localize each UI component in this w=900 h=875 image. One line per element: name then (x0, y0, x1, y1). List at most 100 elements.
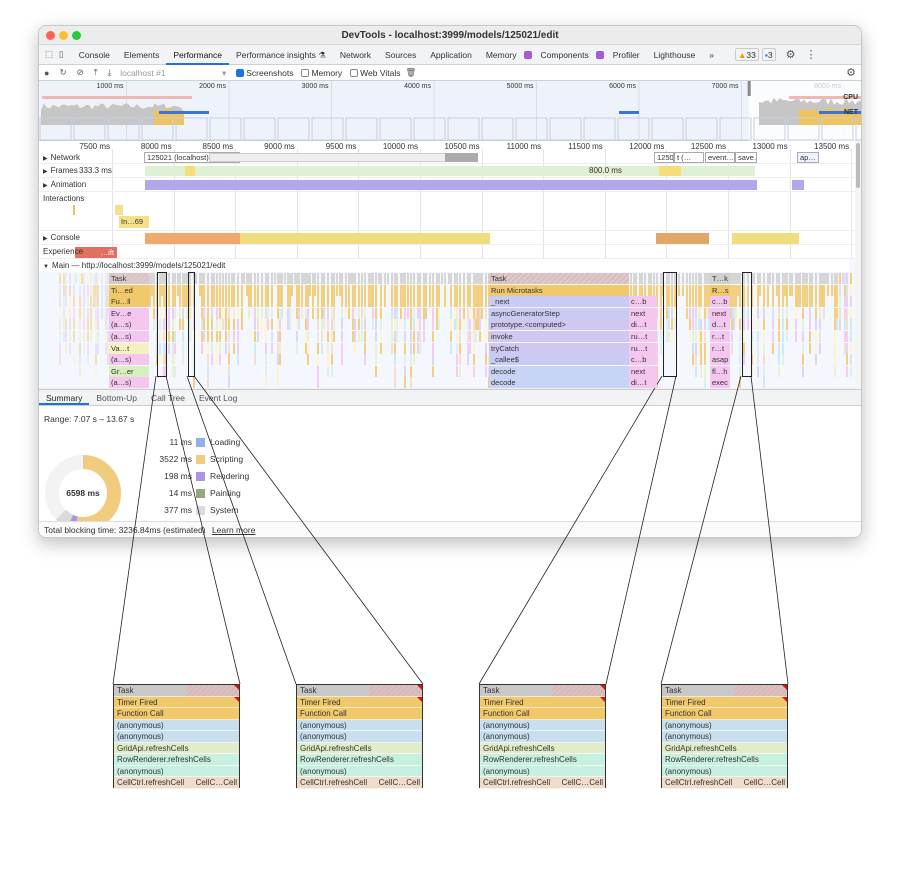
flame-slice[interactable] (692, 342, 694, 354)
flame-slice[interactable] (695, 307, 697, 319)
flame-slice[interactable] (739, 342, 741, 354)
flame-slice[interactable] (757, 331, 759, 342)
flame-slice[interactable] (79, 307, 81, 319)
flame-slice[interactable] (97, 319, 99, 331)
flame-slice[interactable] (216, 284, 218, 296)
flame-slice[interactable] (65, 331, 67, 342)
flame-slice[interactable] (751, 319, 753, 331)
flame-slice[interactable] (333, 307, 335, 319)
screenshot-thumbnail[interactable] (277, 117, 310, 141)
flame-slice[interactable] (751, 273, 753, 284)
flame-slice[interactable] (827, 273, 829, 284)
flame-slice[interactable] (101, 307, 103, 319)
flame-slice[interactable] (778, 296, 780, 308)
memory-checkbox[interactable]: Memory (301, 68, 342, 78)
flame-slice[interactable] (666, 331, 668, 342)
flame-slice[interactable] (834, 331, 836, 342)
flame-slice[interactable] (630, 273, 632, 284)
layout-shift-bar[interactable]: …ift (75, 247, 117, 258)
flame-slice[interactable] (211, 284, 213, 296)
flame-slice[interactable] (784, 273, 786, 284)
flame-slice[interactable] (163, 273, 165, 284)
flame-slice[interactable] (776, 273, 778, 284)
flame-slice[interactable] (782, 307, 784, 319)
flame-slice[interactable] (739, 354, 741, 366)
flame-slice[interactable] (772, 284, 774, 296)
flame-slice[interactable] (289, 296, 291, 308)
flame-slice[interactable] (211, 296, 213, 308)
flame-slice[interactable] (778, 284, 780, 296)
tab-application[interactable]: Application (430, 49, 472, 60)
flame-slice[interactable] (172, 284, 174, 296)
flame-slice[interactable] (257, 319, 259, 331)
dropped-frame[interactable] (659, 166, 681, 176)
flame-slice[interactable] (757, 307, 759, 319)
flame-slice[interactable] (59, 331, 61, 342)
flame-slice[interactable] (786, 284, 788, 296)
flame-slice[interactable] (163, 342, 165, 354)
flame-slice[interactable] (778, 307, 780, 319)
flame-slice[interactable] (733, 284, 735, 296)
flame-slice[interactable] (674, 296, 676, 308)
flame-slice[interactable] (168, 273, 170, 284)
console-time-bar[interactable] (145, 233, 240, 244)
flame-slice[interactable] (674, 307, 676, 319)
flame-slice[interactable] (477, 296, 479, 308)
flame-event[interactable]: (a…s) (109, 319, 149, 331)
flame-slice[interactable] (751, 331, 753, 342)
flame-slice[interactable] (257, 273, 259, 284)
flame-slice[interactable] (473, 307, 475, 319)
flame-slice[interactable] (341, 342, 343, 354)
flame-slice[interactable] (361, 331, 363, 342)
flame-slice[interactable] (83, 331, 85, 342)
flame-slice[interactable] (396, 296, 398, 308)
flame-slice[interactable] (354, 296, 356, 308)
flame-slice[interactable] (844, 307, 846, 319)
flame-slice[interactable] (772, 342, 774, 354)
flame-slice[interactable] (795, 331, 797, 342)
flame-slice[interactable] (305, 296, 307, 308)
flame-slice[interactable] (182, 307, 184, 319)
flame-slice[interactable] (692, 296, 694, 308)
flame-slice[interactable] (413, 296, 415, 308)
flame-slice[interactable] (656, 284, 658, 296)
flame-slice[interactable] (265, 342, 267, 354)
flame-slice[interactable] (789, 273, 791, 284)
flame-slice[interactable] (73, 307, 75, 319)
flame-slice[interactable] (107, 319, 109, 331)
screenshot-thumbnail[interactable] (787, 117, 820, 141)
flame-slice[interactable] (237, 296, 239, 308)
flame-slice[interactable] (277, 296, 279, 308)
flame-slice[interactable] (407, 307, 409, 319)
flame-slice[interactable] (387, 273, 389, 284)
flame-slice[interactable] (219, 273, 221, 284)
flame-slice[interactable] (821, 284, 823, 296)
flame-slice[interactable] (241, 307, 243, 319)
flame-slice[interactable] (323, 284, 325, 296)
flame-slice[interactable] (370, 273, 372, 284)
screenshot-thumbnail[interactable] (719, 117, 752, 141)
flame-slice[interactable] (844, 273, 846, 284)
flame-slice[interactable] (172, 307, 174, 319)
flame-slice[interactable] (281, 307, 283, 319)
flame-slice[interactable] (743, 319, 745, 331)
flame-slice[interactable] (168, 296, 170, 308)
flame-slice[interactable] (786, 319, 788, 331)
flame-slice[interactable] (846, 273, 848, 284)
tab-bottom-up[interactable]: Bottom-Up (96, 393, 137, 403)
console-time-bar[interactable] (732, 233, 799, 244)
flame-slice[interactable] (83, 273, 85, 284)
flame-slice[interactable] (228, 273, 230, 284)
flame-slice[interactable] (291, 273, 293, 284)
flame-slice[interactable] (850, 342, 852, 354)
flame-slice[interactable] (666, 273, 668, 284)
flame-slice[interactable] (317, 307, 319, 319)
flame-slice[interactable] (296, 342, 298, 354)
device-toolbar-icon[interactable]: ▯ (59, 49, 64, 59)
flame-slice[interactable] (222, 273, 224, 284)
network-request-bar[interactable] (445, 153, 478, 162)
flame-slice[interactable] (438, 273, 440, 284)
flame-slice[interactable] (704, 273, 706, 284)
flame-slice[interactable] (246, 284, 248, 296)
flame-slice[interactable] (473, 319, 475, 331)
